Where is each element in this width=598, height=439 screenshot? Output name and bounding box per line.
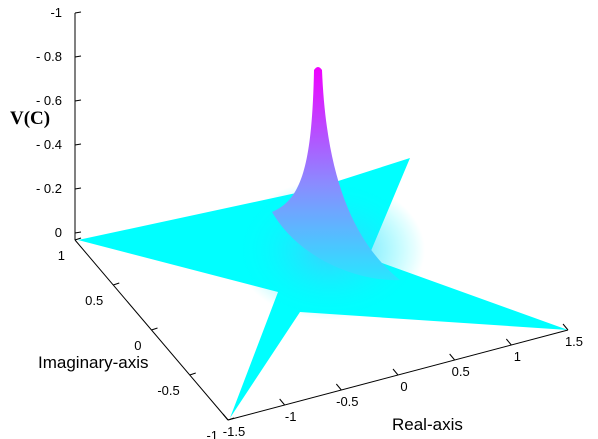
y-tick-label: -0.5 (157, 383, 179, 398)
z-tick-label: -1 (50, 5, 62, 20)
y-ticks: 1 0.5 0 -0.5 -1 (58, 237, 235, 439)
x-tick-label: -1 (285, 409, 297, 424)
x-axis-label: Real-axis (392, 415, 463, 434)
y-tick-mark (74, 237, 82, 241)
z-ticks: -1 - 0.8 - 0.6 - 0.4 - 0.2 0 (36, 5, 82, 240)
y-tick-mark (227, 417, 235, 421)
x-tick-mark (392, 368, 399, 376)
z-tick-mark (74, 231, 82, 234)
x-tick-mark (449, 353, 456, 361)
y-tick-mark (113, 282, 120, 286)
z-tick-mark (74, 99, 82, 102)
y-tick-label: 1 (58, 248, 65, 263)
x-tick-label: -0.5 (336, 394, 358, 409)
y-tick-label: 0.5 (85, 293, 103, 308)
x-tick-mark (562, 323, 569, 331)
x-tick-mark (222, 413, 229, 421)
z-tick-label: - 0.6 (36, 93, 62, 108)
x-tick-mark (505, 338, 512, 346)
y-axis-label: Imaginary-axis (38, 353, 149, 372)
x-tick-label: 0 (400, 379, 407, 394)
z-tick-label: - 0.2 (36, 181, 62, 196)
z-tick-mark (74, 11, 82, 14)
z-tick-mark (74, 187, 82, 190)
z-tick-mark (74, 55, 82, 58)
y-tick-label: -1 (206, 428, 218, 439)
x-tick-mark (279, 398, 286, 406)
x-tick-label: 1.5 (565, 334, 583, 349)
x-tick-label: -1.5 (223, 424, 245, 439)
x-tick-label: 1 (514, 349, 521, 364)
surface-peak (272, 67, 400, 281)
y-tick-mark (189, 372, 196, 376)
x-tick-label: 0.5 (452, 364, 470, 379)
z-tick-label: - 0.4 (36, 137, 62, 152)
y-tick-label: 0 (134, 338, 141, 353)
x-ticks: -1.5 -1 -0.5 0 0.5 1 1.5 (222, 323, 583, 439)
z-tick-label: 0 (55, 225, 62, 240)
z-tick-mark (74, 143, 82, 146)
y-tick-mark (151, 327, 158, 331)
z-tick-label: - 0.8 (36, 49, 62, 64)
z-axis-label: V(C) (10, 108, 50, 129)
x-tick-mark (335, 383, 342, 391)
